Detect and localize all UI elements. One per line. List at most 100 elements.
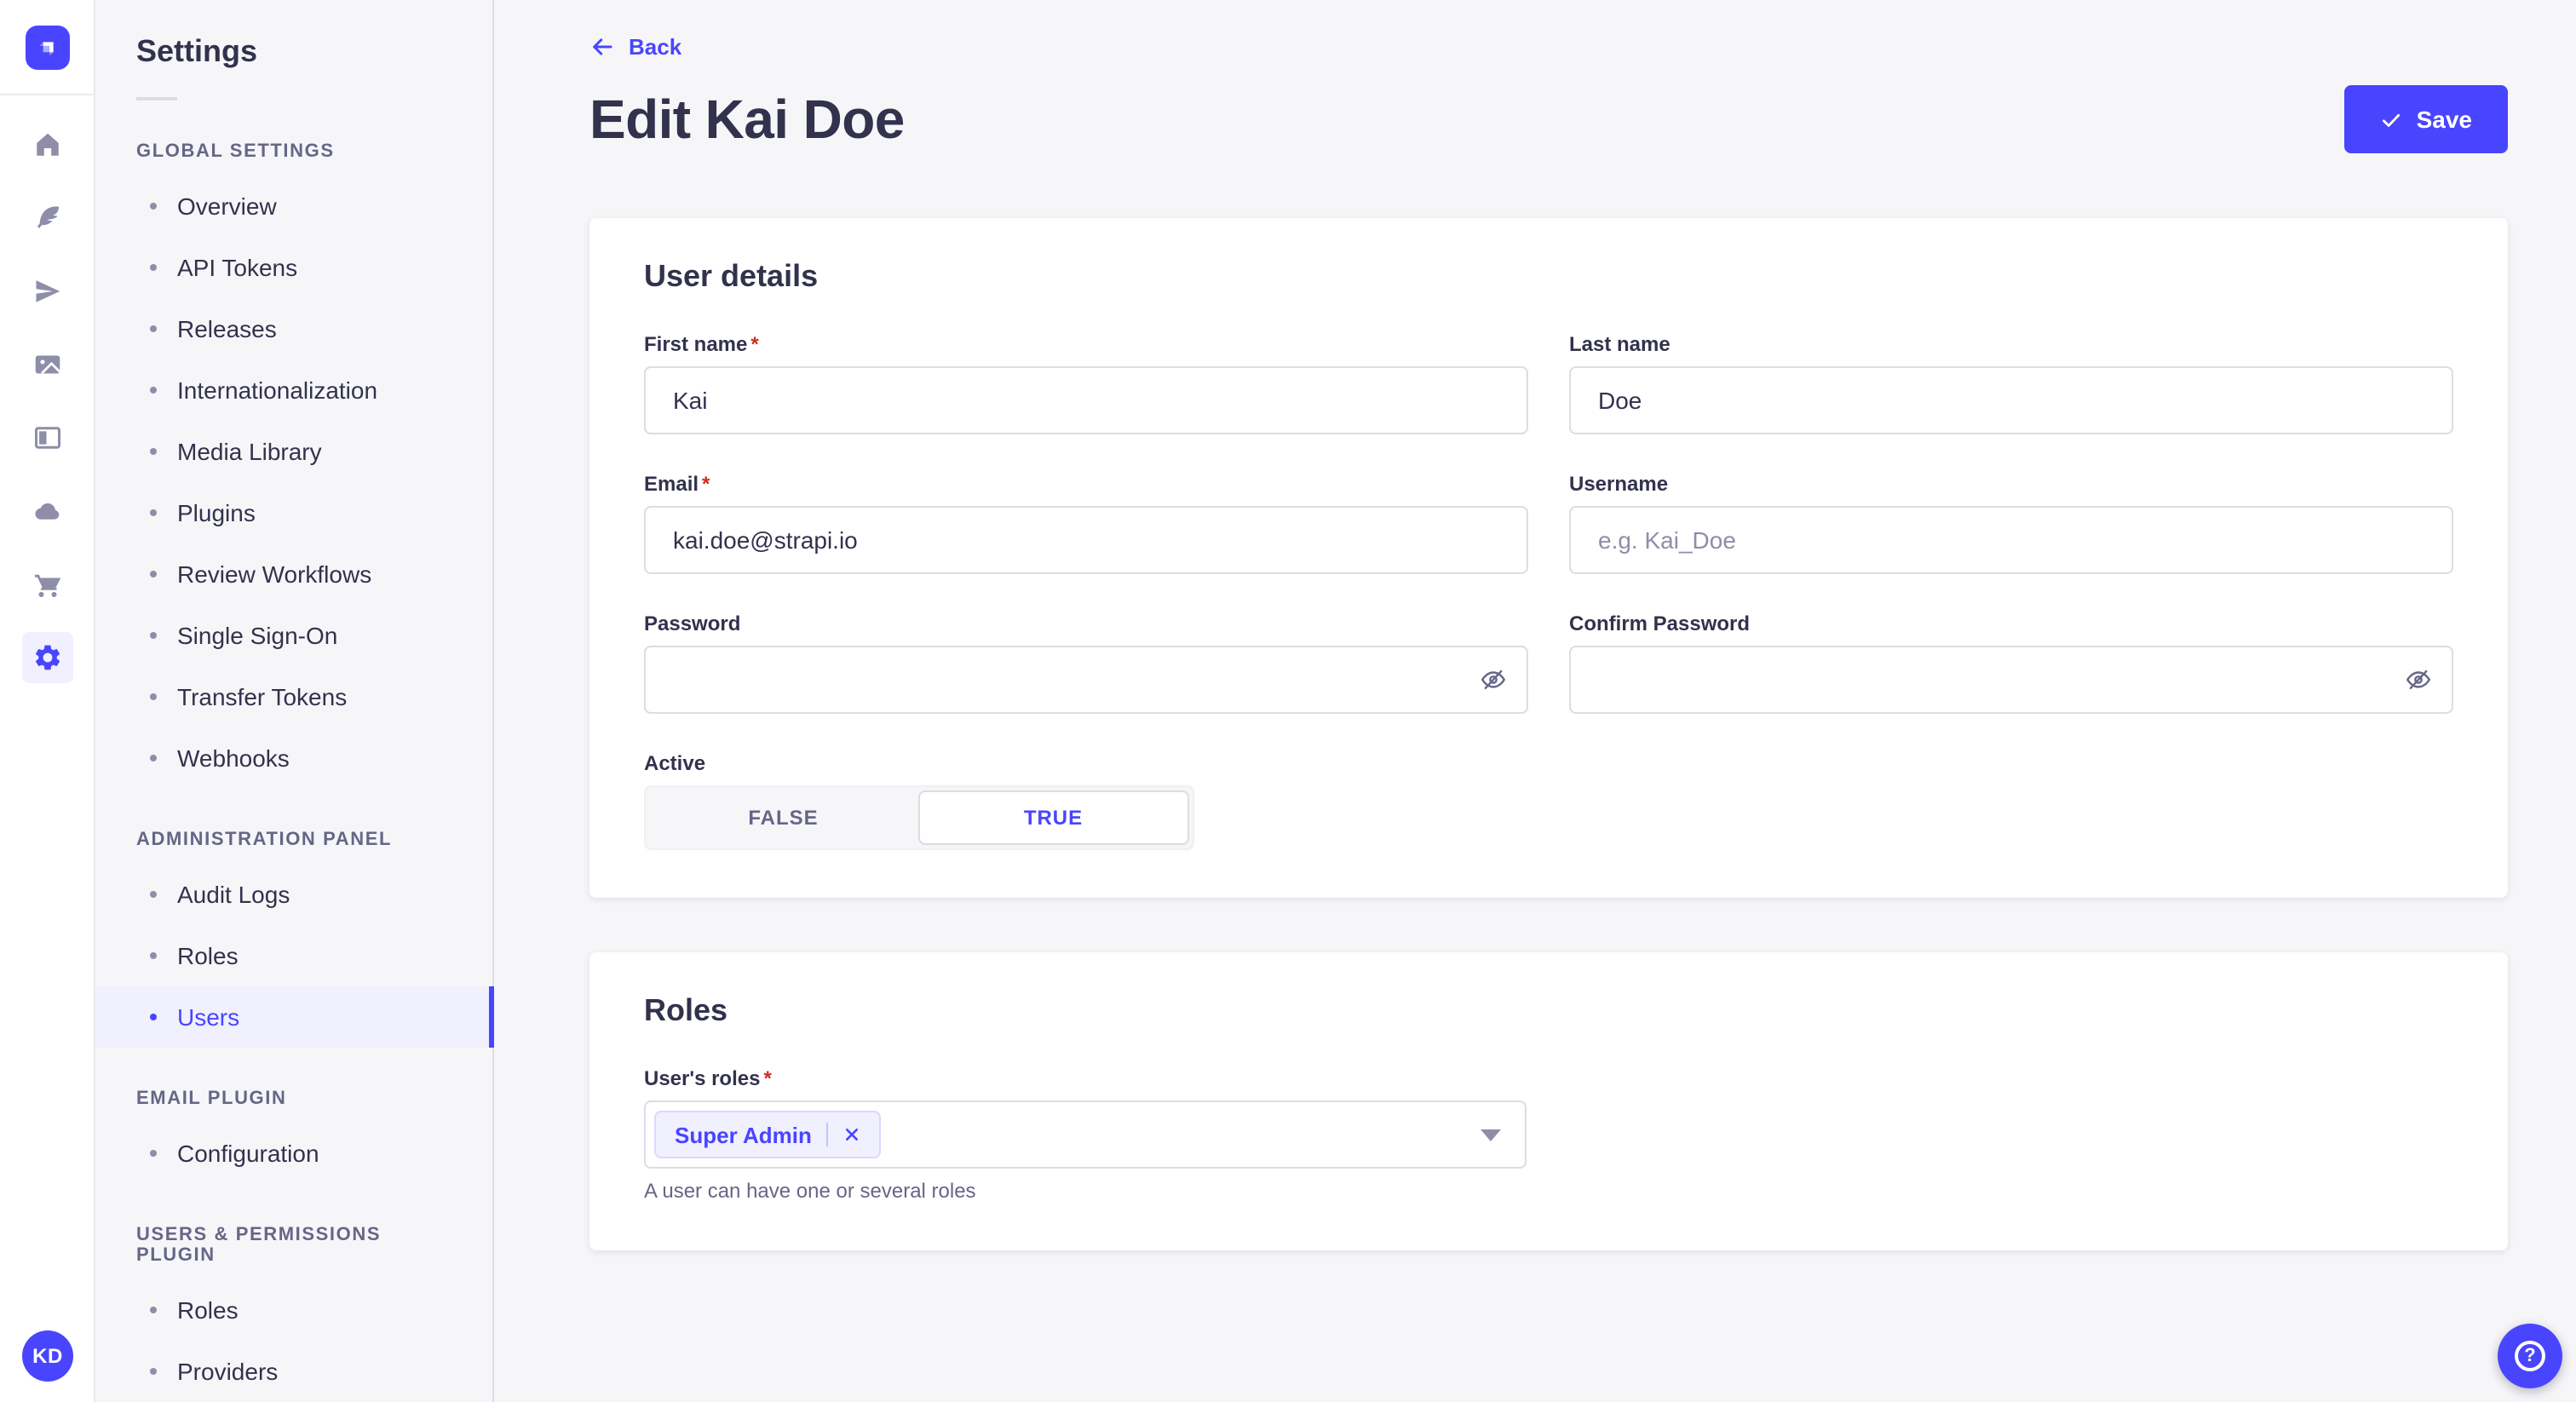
user-details-card: User details First name* Last name [589, 218, 2508, 898]
settings-sidebar-header: Settings [95, 0, 492, 101]
content-builder-feather-icon[interactable] [21, 192, 72, 244]
sidebar-item-providers[interactable]: Providers [95, 1341, 492, 1402]
roles-title: Roles [644, 993, 728, 1027]
username-label: Username [1569, 472, 2453, 496]
label-text: Password [644, 612, 741, 635]
settings-sidebar: Settings GLOBAL SETTINGS Overview API To… [95, 0, 494, 1402]
back-link[interactable]: Back [589, 34, 681, 60]
username-input[interactable] [1569, 506, 2453, 574]
sidebar-item-plugins[interactable]: Plugins [95, 482, 492, 543]
active-toggle[interactable]: FALSE TRUE [644, 785, 1194, 850]
active-toggle-false-option[interactable]: FALSE [748, 806, 819, 830]
email-label: Email * [644, 472, 1528, 496]
user-details-title: User details [644, 259, 819, 293]
sidebar-title: Settings [136, 34, 258, 68]
page-title: Edit Kai Doe [589, 88, 905, 149]
last-name-label: Last name [1569, 332, 2453, 356]
roles-card: Roles User's roles * Super Admin A user c… [589, 952, 2508, 1250]
sidebar-item-users[interactable]: Users [95, 986, 494, 1048]
required-marker: * [763, 1066, 772, 1090]
sidebar-item-configuration[interactable]: Configuration [95, 1123, 492, 1184]
label-text: Confirm Password [1569, 612, 1751, 635]
first-name-label: First name * [644, 332, 1528, 356]
sidebar-item-label: Media Library [177, 438, 322, 465]
cloud-icon[interactable] [21, 486, 72, 537]
strapi-logo-icon [33, 34, 60, 61]
user-avatar[interactable]: KD [22, 1330, 73, 1382]
save-button[interactable]: Save [2344, 85, 2508, 153]
marketplace-cart-icon[interactable] [21, 559, 72, 610]
page-header-row: Edit Kai Doe Save [589, 85, 2508, 153]
rail-icon-list [21, 119, 72, 683]
confirm-password-field-group: Confirm Password [1569, 612, 2453, 714]
chevron-down-icon [1481, 1129, 1501, 1141]
section-heading-users-permissions-plugin: USERS & PERMISSIONS PLUGIN [136, 1225, 382, 1266]
role-tag-label: Super Admin [675, 1122, 812, 1147]
active-field-group: Active FALSE TRUE [644, 751, 1528, 850]
section-administration-panel: Audit Logs Roles Users [95, 864, 494, 1048]
label-text: User's roles [644, 1066, 761, 1090]
sidebar-item-review-workflows[interactable]: Review Workflows [95, 543, 492, 605]
sidebar-item-api-tokens[interactable]: API Tokens [95, 237, 492, 298]
send-plane-icon[interactable] [21, 266, 72, 317]
first-name-field-group: First name * [644, 332, 1528, 434]
help-button[interactable]: ? [2498, 1324, 2562, 1388]
sidebar-item-label: Releases [177, 315, 277, 342]
back-arrow-icon [589, 34, 615, 60]
username-field-group: Username [1569, 472, 2453, 574]
sidebar-item-label: Transfer Tokens [177, 683, 348, 710]
check-icon [2381, 108, 2403, 130]
sidebar-item-transfer-tokens[interactable]: Transfer Tokens [95, 666, 492, 727]
sidebar-item-admin-roles[interactable]: Roles [95, 925, 492, 986]
home-icon[interactable] [21, 119, 72, 170]
settings-gear-icon[interactable] [21, 632, 72, 683]
confirm-password-input[interactable] [1569, 646, 2453, 714]
sidebar-item-single-sign-on[interactable]: Single Sign-On [95, 605, 492, 666]
sidebar-item-up-roles[interactable]: Roles [95, 1279, 492, 1341]
sidebar-item-label: Configuration [177, 1140, 319, 1167]
remove-role-x-icon[interactable] [844, 1126, 861, 1143]
sidebar-item-audit-logs[interactable]: Audit Logs [95, 864, 492, 925]
sidebar-item-label: API Tokens [177, 254, 298, 281]
password-visibility-eye-off-icon[interactable] [1479, 665, 1508, 694]
first-name-input[interactable] [644, 366, 1528, 434]
password-input[interactable] [644, 646, 1528, 714]
content-manager-layout-icon[interactable] [21, 412, 72, 463]
sidebar-item-label: Review Workflows [177, 560, 372, 588]
sidebar-item-webhooks[interactable]: Webhooks [95, 727, 492, 789]
rail-divider [0, 94, 95, 95]
required-marker: * [702, 472, 710, 496]
media-library-icon[interactable] [21, 339, 72, 390]
sidebar-item-label: Users [177, 1003, 240, 1031]
roles-helper-text: A user can have one or several roles [644, 1179, 976, 1203]
sidebar-item-label: Providers [177, 1358, 279, 1385]
sidebar-item-label: Roles [177, 1296, 239, 1324]
sidebar-item-label: Plugins [177, 499, 256, 526]
label-text: Last name [1569, 332, 1670, 356]
last-name-input[interactable] [1569, 366, 2453, 434]
strapi-logo[interactable] [25, 26, 69, 70]
sidebar-item-label: Internationalization [177, 376, 378, 404]
email-input[interactable] [644, 506, 1528, 574]
main-nav-rail: KD [0, 0, 95, 1402]
sidebar-item-label: Single Sign-On [177, 622, 338, 649]
roles-multiselect[interactable]: Super Admin [644, 1100, 1527, 1169]
section-heading-global-settings: GLOBAL SETTINGS [136, 141, 335, 162]
users-roles-label: User's roles * [644, 1066, 2453, 1090]
section-email-plugin: Configuration [95, 1123, 492, 1184]
sidebar-item-overview[interactable]: Overview [95, 175, 492, 237]
confirm-password-visibility-eye-off-icon[interactable] [2404, 665, 2433, 694]
password-label: Password [644, 612, 1528, 635]
email-field-group: Email * [644, 472, 1528, 574]
label-text: First name [644, 332, 748, 356]
save-button-label: Save [2416, 106, 2472, 133]
user-details-grid: First name* Last name Em [644, 332, 2453, 850]
sidebar-item-media-library[interactable]: Media Library [95, 421, 492, 482]
sidebar-title-divider [136, 97, 177, 101]
active-toggle-true-option[interactable]: TRUE [917, 790, 1189, 845]
sidebar-item-label: Webhooks [177, 744, 290, 772]
sidebar-item-internationalization[interactable]: Internationalization [95, 359, 492, 421]
sidebar-item-releases[interactable]: Releases [95, 298, 492, 359]
required-marker: * [750, 332, 759, 356]
